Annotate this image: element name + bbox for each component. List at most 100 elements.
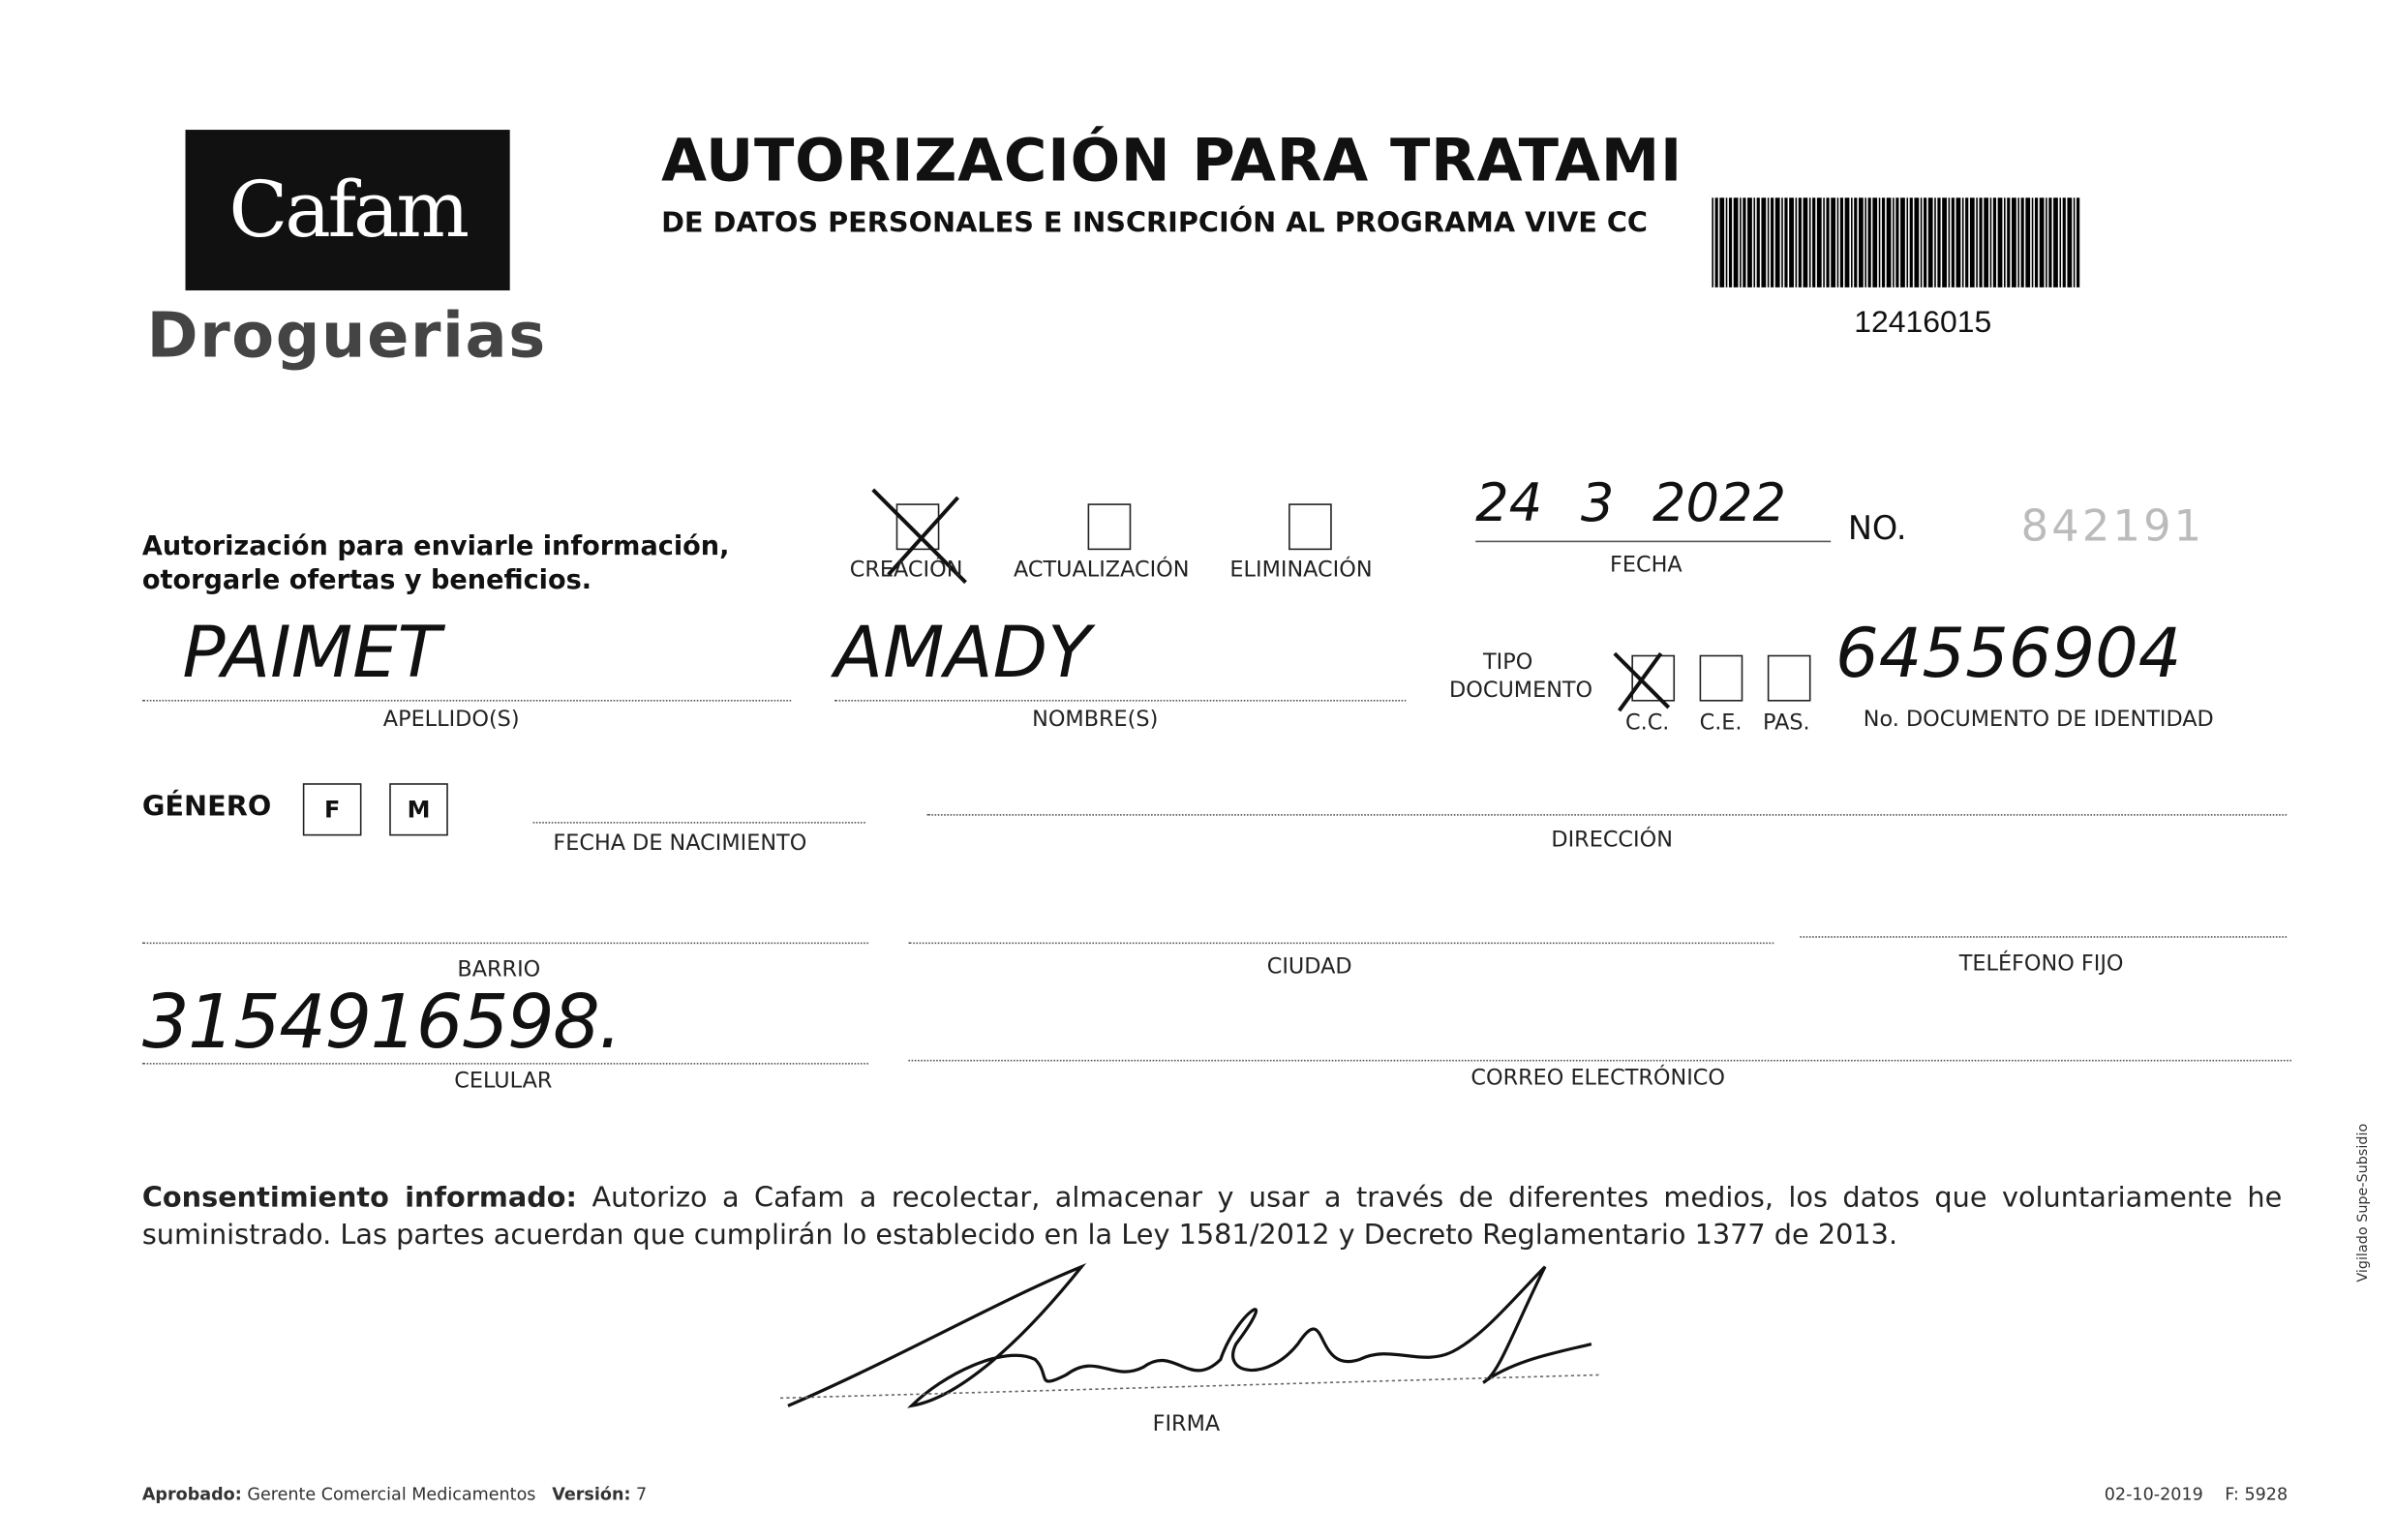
pas-checkbox[interactable] xyxy=(1767,654,1811,702)
barcode-bar xyxy=(1761,197,1767,287)
form-title: AUTORIZACIÓN PARA TRATAMIENTO xyxy=(661,126,1865,196)
barcode-bar xyxy=(1976,197,1978,287)
barcode-bar xyxy=(1740,197,1742,287)
barcode-bar xyxy=(1906,197,1909,287)
barcode-bar xyxy=(2017,197,2019,287)
intro-text: Autorización para enviarle información, … xyxy=(141,531,730,597)
barcode-bar xyxy=(1839,197,1844,287)
barcode-bar xyxy=(1728,197,1733,287)
footer-date: 02-10-2019 xyxy=(2104,1484,2203,1505)
barcode-bar xyxy=(1743,197,1746,287)
barcode-bar xyxy=(1714,197,1718,287)
barcode-bar xyxy=(1881,197,1886,287)
correo-label: CORREO ELECTRÓNICO xyxy=(1470,1066,1725,1091)
eliminacion-checkbox[interactable] xyxy=(1288,503,1332,551)
barcode-bar xyxy=(1789,197,1794,287)
consent-heading: Consentimiento informado: xyxy=(141,1181,578,1215)
barcode-bar xyxy=(1984,197,1989,287)
barrio-label: BARRIO xyxy=(457,957,541,983)
barcode-bar xyxy=(1886,197,1892,287)
logo-subtitle: Droguerias xyxy=(146,301,547,373)
consent-text: Autorizo a Cafam a recolectar, almacenar… xyxy=(141,1181,2283,1252)
barcode-bar xyxy=(1774,197,1780,287)
ce-label: C.E. xyxy=(1699,710,1743,736)
barcode-bar xyxy=(2034,197,2039,287)
barcode-bar xyxy=(1914,197,1920,287)
barcode-bar xyxy=(1747,197,1752,287)
barcode-bar xyxy=(1831,197,1836,287)
celular-label: CELULAR xyxy=(454,1069,553,1094)
barcode-number: 12416015 xyxy=(1854,306,1992,341)
x-mark-icon xyxy=(871,488,967,585)
cafam-logo: Cafam xyxy=(185,130,510,291)
actualizacion-label: ACTUALIZACIÓN xyxy=(1013,558,1190,583)
barcode-bar xyxy=(1823,197,1825,287)
barcode-bar xyxy=(1969,197,1975,287)
telefono-label: TELÉFONO FIJO xyxy=(1958,951,2124,977)
footer-code: F: 5928 xyxy=(2225,1484,2289,1505)
no-value: 842191 xyxy=(2020,500,2205,552)
nombres-value: AMADY xyxy=(834,610,1092,694)
form-subtitle: DE DATOS PERSONALES E INSCRIPCIÓN AL PRO… xyxy=(661,206,1649,240)
barcode-bar xyxy=(2059,197,2062,287)
barcode-bar xyxy=(1844,197,1850,287)
barcode-bar xyxy=(1753,197,1756,287)
direccion-label: DIRECCIÓN xyxy=(1551,828,1673,853)
barcode-bar xyxy=(1909,197,1913,287)
barcode-bar xyxy=(1997,197,2003,287)
barcode-bar xyxy=(1965,197,1969,287)
barcode-bar xyxy=(1812,197,1816,287)
barcode-bar xyxy=(1867,197,1871,287)
firma-label: FIRMA xyxy=(1152,1411,1221,1437)
genero-m-checkbox[interactable]: M xyxy=(389,783,448,836)
fecha-value: 24 3 2022 xyxy=(1475,472,1787,535)
barcode-bar xyxy=(1934,197,1936,287)
consent-paragraph: Consentimiento informado: Autorizo a Caf… xyxy=(142,1180,2282,1254)
barcode-bar xyxy=(2031,197,2034,287)
barcode-bar xyxy=(1851,197,1853,287)
documento-label: No. DOCUMENTO DE IDENTIDAD xyxy=(1863,707,2214,733)
barcode-bar xyxy=(1767,197,1770,287)
pas-label: PAS. xyxy=(1763,710,1810,736)
barcode-bar xyxy=(2053,197,2058,287)
x-mark-icon xyxy=(1613,651,1671,712)
barcode-bar xyxy=(2067,197,2073,287)
barcode-bar xyxy=(1719,197,1725,287)
genero-f-checkbox[interactable]: F xyxy=(302,783,362,836)
barcode-bar xyxy=(1816,197,1822,287)
barcode-bar xyxy=(1872,197,1878,287)
barcode-bar xyxy=(1756,197,1760,287)
fecha-label: FECHA xyxy=(1610,553,1683,578)
barcode-bar xyxy=(1942,197,1947,287)
cc-label: C.C. xyxy=(1624,710,1670,736)
cc-checkbox[interactable] xyxy=(1631,654,1676,702)
barcode-bar xyxy=(1992,197,1997,287)
actualizacion-checkbox[interactable] xyxy=(1087,503,1132,551)
barcode-bar xyxy=(1948,197,1951,287)
barcode-bar xyxy=(1893,197,1895,287)
barcode-bar xyxy=(2046,197,2047,287)
barcode-bar xyxy=(1712,197,1713,287)
ce-checkbox[interactable] xyxy=(1699,654,1743,702)
creacion-label: CREACIÓN xyxy=(849,558,963,583)
barcode-bar xyxy=(1920,197,1923,287)
barcode-bar xyxy=(1795,197,1798,287)
tipo-documento-label: TIPO DOCUMENTO xyxy=(1449,649,1593,704)
barcode-bar xyxy=(1927,197,1933,287)
footer-approved: Aprobado: Gerente Comercial Medicamentos… xyxy=(141,1484,648,1505)
barcode-bar xyxy=(2062,197,2066,287)
barcode-bar xyxy=(1858,197,1864,287)
barcode-bar xyxy=(1937,197,1941,287)
barcode-bar xyxy=(1854,197,1858,287)
side-text: Vigilado Supe-Subsidio xyxy=(2355,1123,2372,1283)
celular-value: 3154916598. xyxy=(141,979,622,1067)
barcode-bar xyxy=(1808,197,1811,287)
eliminacion-label: ELIMINACIÓN xyxy=(1229,558,1373,583)
barcode-bar xyxy=(1864,197,1866,287)
barcode-bar xyxy=(1989,197,1992,287)
creacion-checkbox[interactable] xyxy=(895,503,940,551)
barcode-bar xyxy=(2077,197,2080,287)
apellidos-value: PAIMET xyxy=(182,610,441,694)
barcode-bar xyxy=(1733,197,1739,287)
